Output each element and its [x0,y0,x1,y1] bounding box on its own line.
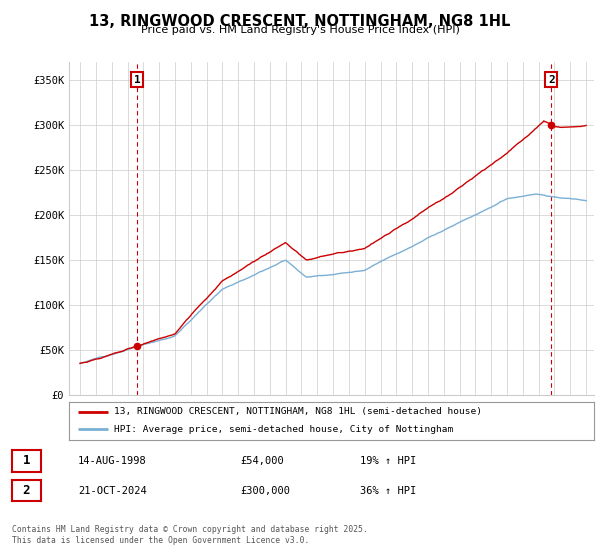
Text: 14-AUG-1998: 14-AUG-1998 [78,456,147,466]
Text: 1: 1 [134,74,140,85]
Text: 1: 1 [23,454,30,468]
Text: £300,000: £300,000 [240,486,290,496]
Text: 21-OCT-2024: 21-OCT-2024 [78,486,147,496]
Text: £54,000: £54,000 [240,456,284,466]
Text: 36% ↑ HPI: 36% ↑ HPI [360,486,416,496]
Text: 13, RINGWOOD CRESCENT, NOTTINGHAM, NG8 1HL: 13, RINGWOOD CRESCENT, NOTTINGHAM, NG8 1… [89,14,511,29]
Text: 13, RINGWOOD CRESCENT, NOTTINGHAM, NG8 1HL (semi-detached house): 13, RINGWOOD CRESCENT, NOTTINGHAM, NG8 1… [113,407,482,416]
Text: Price paid vs. HM Land Registry's House Price Index (HPI): Price paid vs. HM Land Registry's House … [140,25,460,35]
Text: 19% ↑ HPI: 19% ↑ HPI [360,456,416,466]
Text: Contains HM Land Registry data © Crown copyright and database right 2025.
This d: Contains HM Land Registry data © Crown c… [12,525,368,545]
Text: 2: 2 [548,74,554,85]
Text: HPI: Average price, semi-detached house, City of Nottingham: HPI: Average price, semi-detached house,… [113,425,453,434]
Text: 2: 2 [23,484,30,497]
